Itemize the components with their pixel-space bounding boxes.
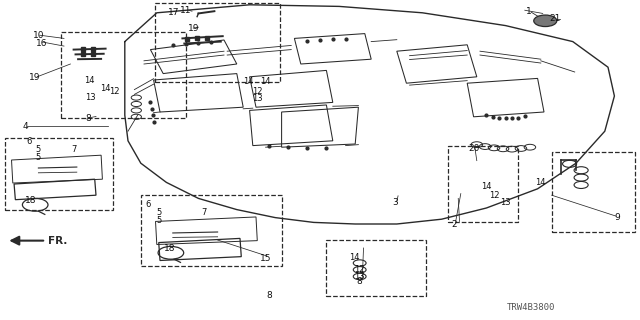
Text: FR.: FR. [48,236,67,246]
Text: 14: 14 [100,84,110,93]
Bar [5,138,113,210]
Text: 21: 21 [550,14,561,23]
Text: 12: 12 [490,191,500,200]
Text: 3: 3 [393,198,398,207]
Text: 14: 14 [481,182,492,191]
Text: 5: 5 [156,216,161,225]
Text: 14: 14 [260,77,271,86]
Text: 9: 9 [615,213,620,222]
Text: 7: 7 [72,145,77,154]
Text: 2: 2 [452,220,457,229]
Text: 20: 20 [468,144,479,153]
Bar [552,152,635,232]
Text: 1: 1 [527,7,532,16]
Text: 8: 8 [266,291,271,300]
Text: 13: 13 [252,94,262,103]
Text: 17: 17 [168,8,180,17]
Text: 19: 19 [188,24,199,33]
Bar [61,32,186,118]
Text: 5: 5 [36,153,41,162]
Text: 8: 8 [86,114,91,123]
Bar [141,195,282,266]
Text: 12: 12 [252,87,262,96]
Text: 15: 15 [260,254,271,263]
Text: 14: 14 [535,178,545,187]
Text: 14: 14 [349,253,359,262]
Text: 13: 13 [500,198,511,207]
Text: 12: 12 [355,265,365,274]
Text: 6: 6 [146,200,151,209]
Text: 4: 4 [23,122,28,131]
Text: 10: 10 [33,31,44,40]
Bar [448,146,518,222]
Text: 7: 7 [201,208,206,217]
Text: 19: 19 [29,73,41,82]
Text: 6: 6 [26,137,31,146]
Text: 14: 14 [243,77,253,86]
Bar [326,240,426,296]
Text: 13: 13 [86,93,96,102]
Text: 18: 18 [164,244,175,253]
Text: 12: 12 [109,87,119,96]
Text: 5: 5 [36,145,41,154]
Text: 14: 14 [84,76,95,85]
Text: 5: 5 [156,208,161,217]
Circle shape [534,15,557,27]
Text: 11: 11 [180,6,191,15]
Text: 8: 8 [357,277,362,286]
Text: 16: 16 [36,39,47,48]
Text: 13: 13 [355,272,365,281]
Bar [155,3,280,82]
Text: TRW4B3800: TRW4B3800 [507,303,556,312]
Text: 18: 18 [25,196,36,205]
